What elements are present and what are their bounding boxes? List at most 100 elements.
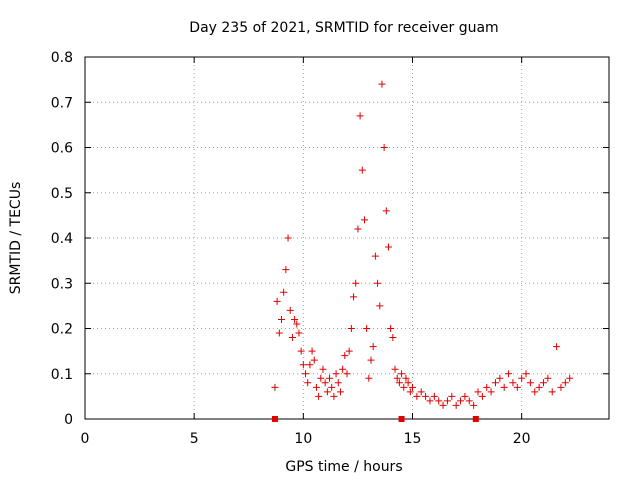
ground-marker xyxy=(398,416,405,422)
data-point xyxy=(371,252,379,260)
data-point xyxy=(382,207,390,215)
data-point xyxy=(406,388,414,396)
data-point xyxy=(321,379,329,387)
data-point xyxy=(509,379,517,387)
data-point xyxy=(478,392,486,400)
data-point xyxy=(326,374,334,382)
data-point xyxy=(566,374,574,382)
data-point xyxy=(332,370,340,378)
data-point xyxy=(491,379,499,387)
data-points xyxy=(271,80,574,422)
data-point xyxy=(308,347,316,355)
data-point xyxy=(341,352,349,360)
data-point xyxy=(426,397,434,405)
y-tick-label: 0.5 xyxy=(51,186,73,202)
data-point xyxy=(452,401,460,409)
ground-marker xyxy=(271,416,278,422)
y-axis-label: SRMTID / TECUs xyxy=(8,182,24,295)
y-tick-label: 0.7 xyxy=(51,95,73,111)
data-point xyxy=(387,325,395,332)
data-point xyxy=(280,288,288,296)
data-point xyxy=(323,388,331,396)
data-point xyxy=(457,397,465,405)
data-point xyxy=(376,302,384,310)
data-point xyxy=(389,334,397,342)
x-tick-label: 20 xyxy=(513,431,531,447)
data-point xyxy=(293,320,301,328)
x-tick-label: 0 xyxy=(81,431,90,447)
data-point xyxy=(302,370,310,378)
data-point xyxy=(278,315,285,323)
data-point xyxy=(422,392,430,400)
data-point xyxy=(306,361,314,369)
data-point xyxy=(439,401,447,409)
x-tick-label: 10 xyxy=(294,431,312,447)
data-point xyxy=(339,365,347,373)
x-axis-label: GPS time / hours xyxy=(285,459,402,475)
data-point xyxy=(430,392,438,400)
data-point xyxy=(380,144,388,151)
data-point xyxy=(284,234,292,242)
data-point xyxy=(363,325,371,332)
data-point xyxy=(384,243,392,251)
data-point xyxy=(369,343,377,351)
data-point xyxy=(273,297,281,305)
data-point xyxy=(286,306,294,314)
data-point xyxy=(310,356,318,364)
data-point xyxy=(347,325,355,332)
data-point xyxy=(299,361,307,369)
data-point xyxy=(417,388,425,396)
data-point xyxy=(535,383,543,391)
x-tick-label: 5 xyxy=(190,431,199,447)
data-point xyxy=(319,365,327,373)
data-point xyxy=(402,374,410,382)
ground-marker xyxy=(472,416,479,422)
data-point xyxy=(409,383,416,391)
data-point xyxy=(312,383,320,391)
data-point xyxy=(518,374,526,382)
data-point xyxy=(393,374,401,382)
data-point xyxy=(474,388,482,396)
data-point xyxy=(345,347,353,355)
data-point xyxy=(522,370,530,378)
data-point xyxy=(356,112,364,120)
data-point xyxy=(391,365,399,373)
y-tick-label: 0.3 xyxy=(51,276,73,292)
data-point xyxy=(557,383,565,391)
x-tick-label: 15 xyxy=(404,431,422,447)
data-point xyxy=(315,392,323,400)
data-point xyxy=(352,279,360,287)
data-point xyxy=(328,383,336,391)
data-point xyxy=(496,374,504,382)
data-point xyxy=(483,383,491,391)
data-point xyxy=(378,80,386,88)
data-point xyxy=(553,343,561,351)
data-point xyxy=(282,266,290,274)
data-point xyxy=(334,379,342,387)
data-point xyxy=(354,225,362,233)
data-point xyxy=(487,388,495,396)
x-axis-ticks: 0 5 10 15 20 xyxy=(81,57,531,447)
data-point xyxy=(470,401,478,409)
data-point xyxy=(295,329,303,337)
data-point xyxy=(398,370,406,378)
data-point xyxy=(448,392,456,400)
gridlines xyxy=(85,57,609,419)
data-point xyxy=(413,392,421,400)
data-point xyxy=(343,370,351,378)
data-point xyxy=(531,388,539,396)
data-point xyxy=(465,397,473,405)
data-point xyxy=(275,329,283,337)
data-point xyxy=(540,379,547,387)
chart-title: Day 235 of 2021, SRMTID for receiver gua… xyxy=(189,20,498,36)
data-point xyxy=(304,379,312,387)
data-point xyxy=(360,216,368,224)
data-point xyxy=(400,383,408,391)
y-axis-ticks: 0 0.1 0.2 0.3 0.4 0.5 0.6 0.7 0.8 xyxy=(51,50,609,428)
data-point xyxy=(548,388,556,396)
data-point xyxy=(561,379,569,387)
data-point xyxy=(297,347,305,355)
data-point xyxy=(291,315,299,323)
data-point xyxy=(443,397,451,405)
